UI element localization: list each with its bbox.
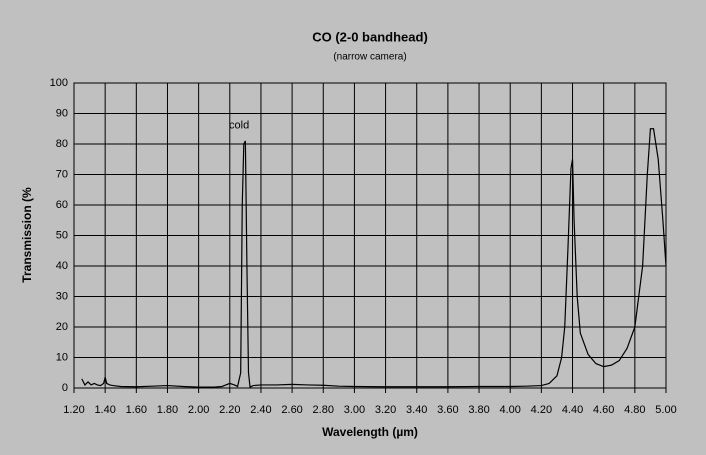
x-tick-label: 1.60 <box>126 404 147 416</box>
x-tick-label: 1.40 <box>94 404 115 416</box>
x-tick-label: 3.00 <box>344 404 365 416</box>
x-tick-label: 2.20 <box>219 404 240 416</box>
x-tick-label: 3.20 <box>375 404 396 416</box>
x-tick-label: 1.20 <box>63 404 84 416</box>
x-tick-label: 4.00 <box>499 404 520 416</box>
x-tick-label: 3.40 <box>406 404 427 416</box>
y-tick-label: 50 <box>56 229 68 241</box>
x-tick-label: 2.40 <box>250 404 271 416</box>
x-tick-label: 5.00 <box>655 404 676 416</box>
x-tick-label: 4.20 <box>531 404 552 416</box>
y-tick-label: 80 <box>56 138 68 150</box>
chart-subtitle: (narrow camera) <box>333 52 406 63</box>
x-tick-label: 4.80 <box>624 404 645 416</box>
x-tick-label: 1.80 <box>157 404 178 416</box>
x-tick-label: 2.00 <box>188 404 209 416</box>
y-tick-label: 60 <box>56 199 68 211</box>
y-tick-label: 70 <box>56 168 68 180</box>
y-tick-label: 90 <box>56 107 68 119</box>
annotation: cold <box>229 120 249 132</box>
x-tick-label: 2.60 <box>281 404 302 416</box>
y-tick-label: 100 <box>50 77 68 89</box>
y-axis-label: Transmission (% <box>20 187 34 283</box>
y-tick-label: 0 <box>62 382 68 394</box>
data-line <box>81 128 667 388</box>
y-tick-label: 10 <box>56 351 68 363</box>
chart-title: CO (2-0 bandhead) <box>312 29 428 44</box>
y-tick-label: 30 <box>56 290 68 302</box>
plot-frame <box>73 82 667 389</box>
y-tick-label: 40 <box>56 260 68 272</box>
y-tick-label: 20 <box>56 321 68 333</box>
x-tick-label: 4.40 <box>562 404 583 416</box>
x-tick-label: 3.80 <box>468 404 489 416</box>
x-tick-label: 2.80 <box>313 404 334 416</box>
x-tick-label: 4.60 <box>593 404 614 416</box>
x-tick-label: 3.60 <box>437 404 458 416</box>
x-axis-label: Wavelength (µm) <box>322 425 418 439</box>
